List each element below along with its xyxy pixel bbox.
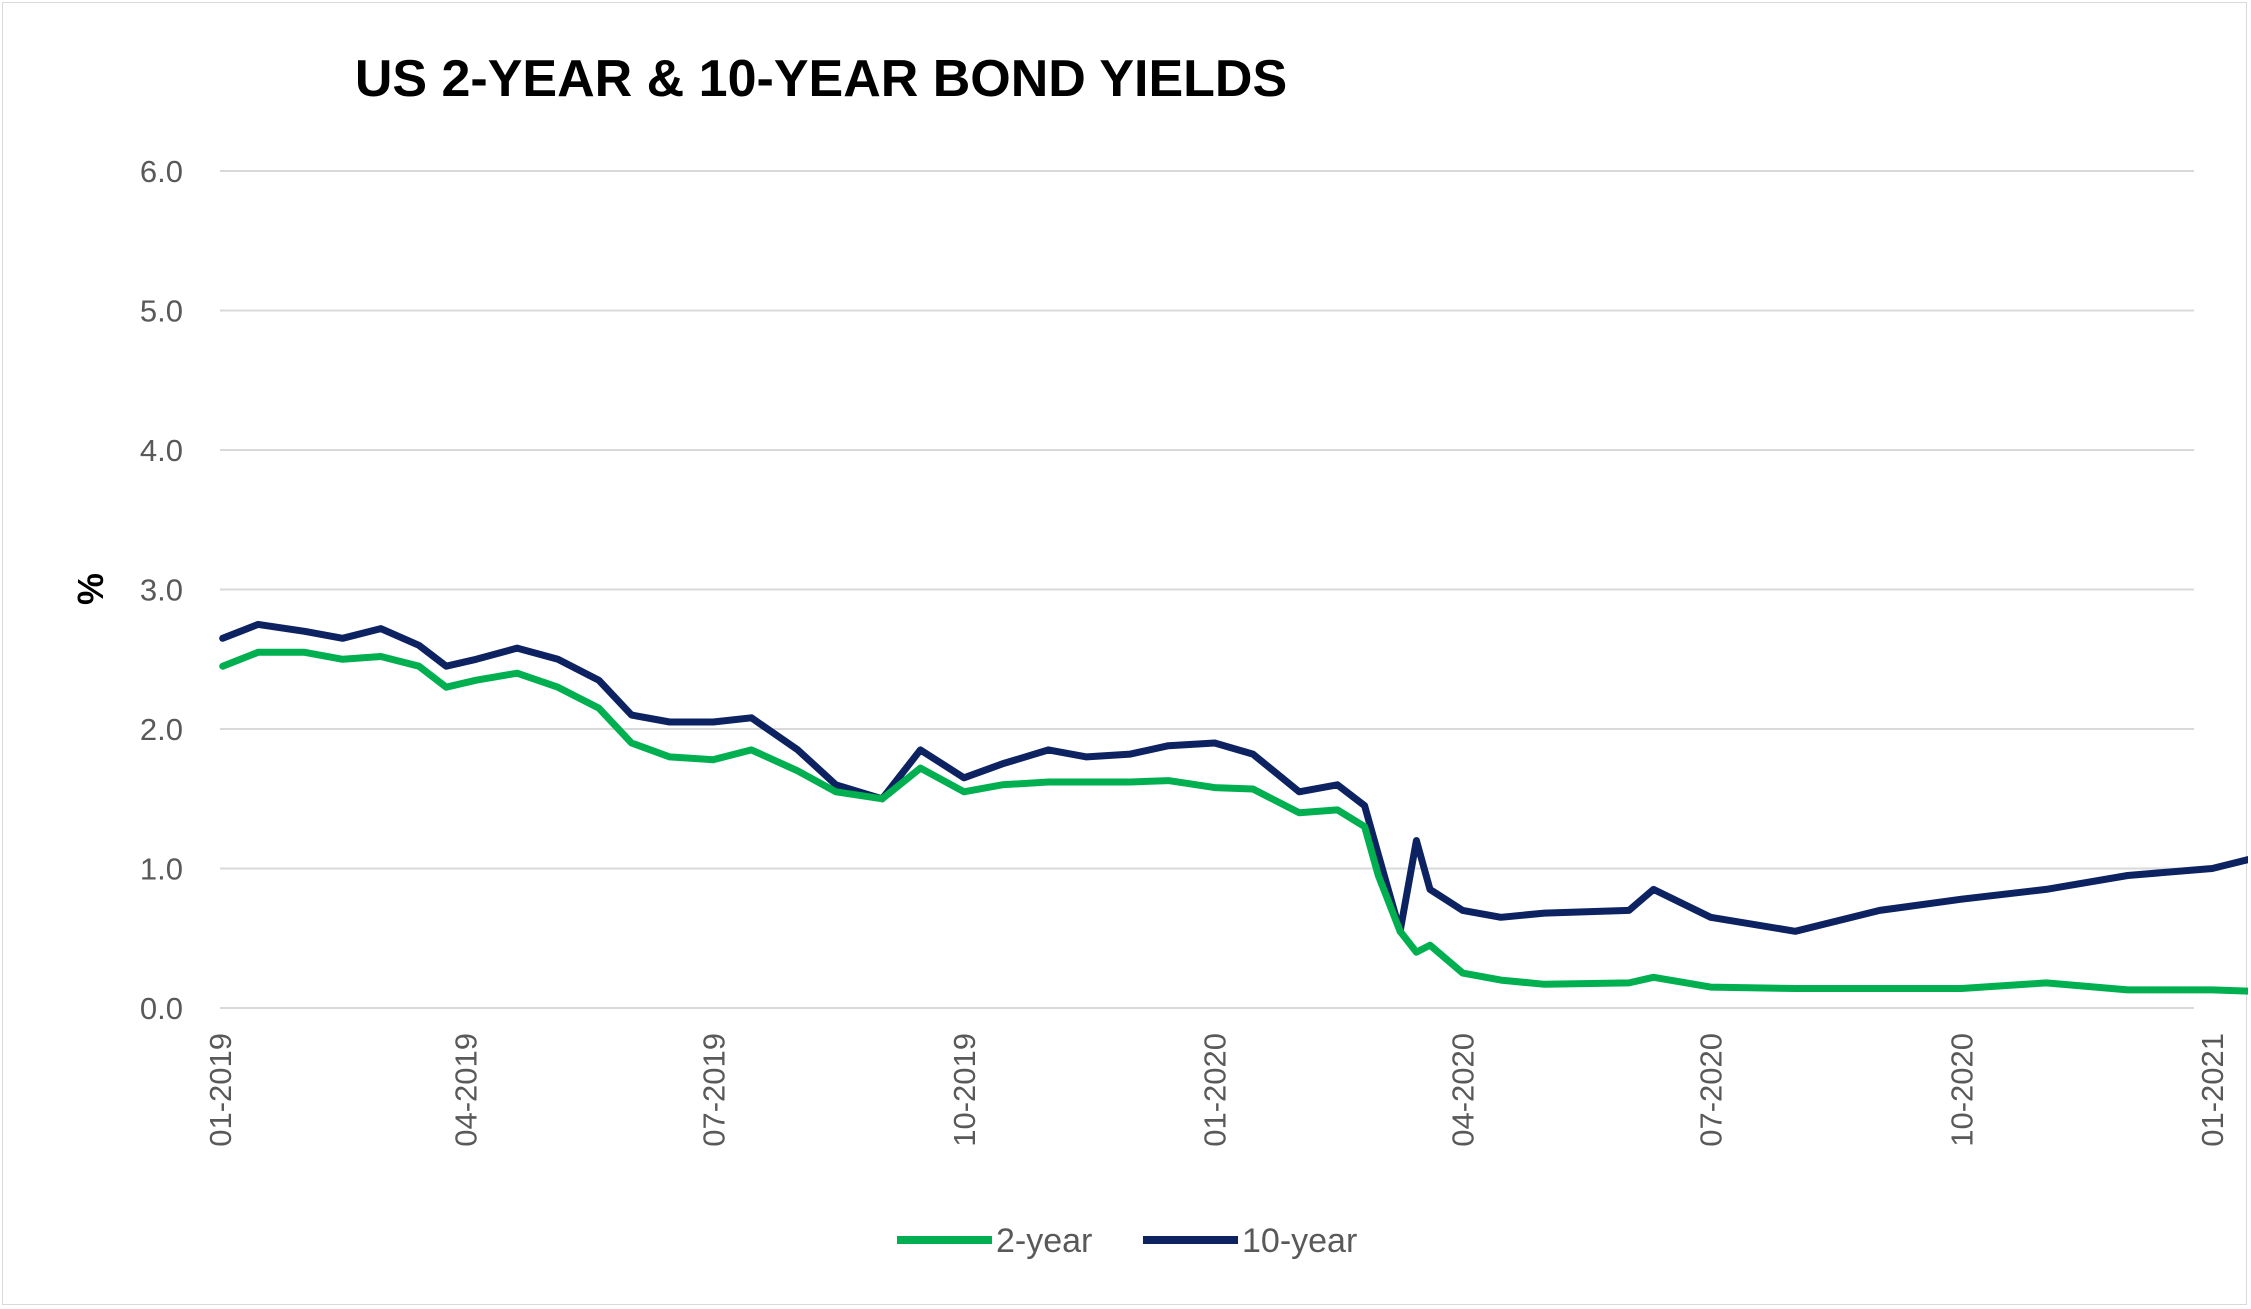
x-tick-label: 07-2020	[1694, 1033, 1729, 1147]
y-axis-ticks: 0.0 1.0 2.0 3.0 4.0 5.0 6.0	[140, 154, 183, 1026]
gridlines	[220, 170, 2194, 1009]
y-tick-label: 6.0	[140, 154, 183, 189]
x-tick-label: 07-2019	[696, 1033, 731, 1147]
series-line-10-year	[219, 620, 2248, 935]
legend-label: 10-year	[1242, 1222, 1357, 1260]
x-tick-label: 10-2020	[1944, 1033, 1979, 1147]
line-chart: US 2-YEAR & 10-YEAR BOND YIELDS 0.0 1.0 2.…	[70, 50, 2248, 1260]
x-axis-ticks: 01-2019 04-2019 07-2019 10-2019 01-2020 04-20…	[203, 1033, 2230, 1147]
y-tick-label: 3.0	[140, 573, 183, 608]
y-tick-label: 5.0	[140, 294, 183, 329]
legend: 2-year 10-year	[897, 1222, 1357, 1260]
y-tick-label: 4.0	[140, 433, 183, 468]
x-tick-label: 04-2019	[448, 1033, 483, 1147]
series-lines	[219, 620, 2248, 995]
y-tick-label: 0.0	[140, 991, 183, 1026]
x-tick-label: 01-2020	[1198, 1033, 1233, 1147]
y-tick-label: 2.0	[140, 712, 183, 747]
series-line-2-year	[219, 648, 2248, 995]
x-tick-label: 01-2019	[203, 1033, 238, 1147]
x-tick-label: 10-2019	[947, 1033, 982, 1147]
chart-title: US 2-YEAR & 10-YEAR BOND YIELDS	[355, 50, 1287, 108]
x-tick-label: 01-2021	[2195, 1033, 2230, 1147]
x-tick-label: 04-2020	[1446, 1033, 1481, 1147]
y-tick-label: 1.0	[140, 852, 183, 887]
y-axis-label: %	[70, 573, 111, 605]
legend-label: 2-year	[996, 1222, 1092, 1260]
